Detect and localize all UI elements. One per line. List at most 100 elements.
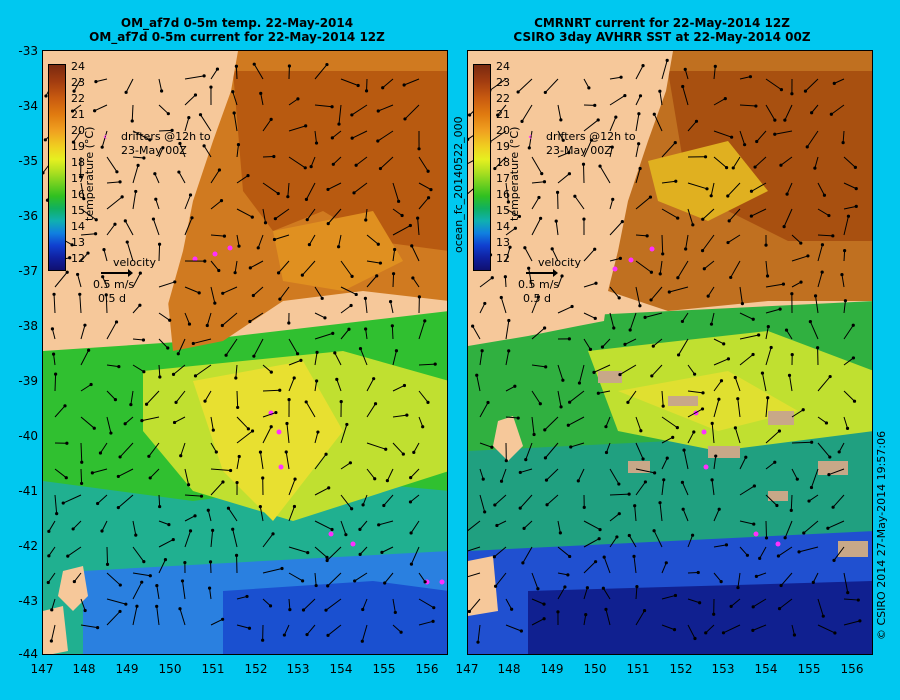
- current-vector: [327, 572, 342, 587]
- current-vector: [283, 624, 290, 636]
- current-vector-head: [382, 503, 386, 508]
- current-vector-head: [171, 537, 175, 542]
- current-vector-head: [307, 243, 312, 247]
- current-vector-head: [134, 533, 138, 537]
- current-vector: [705, 624, 715, 634]
- current-vector: [314, 546, 328, 558]
- current-vector-head: [426, 400, 430, 404]
- current-vector-head: [130, 119, 134, 123]
- current-vector-head: [661, 252, 665, 256]
- current-vector-head: [333, 351, 337, 355]
- current-vector: [338, 104, 342, 125]
- current-vector-head: [193, 514, 197, 518]
- current-vector-head: [100, 145, 104, 149]
- current-vector: [765, 461, 776, 470]
- current-vector-head: [252, 62, 256, 66]
- current-vector-head: [777, 607, 782, 611]
- current-vector: [635, 260, 652, 273]
- current-vector-head: [673, 141, 677, 145]
- current-vector: [602, 338, 611, 348]
- current-vector: [713, 572, 722, 582]
- current-vector: [609, 536, 618, 548]
- current-vector-head: [749, 189, 754, 193]
- current-vector-head: [577, 381, 582, 385]
- current-vector-head: [148, 476, 152, 480]
- current-vector-head: [723, 97, 727, 101]
- current-vector: [599, 165, 611, 184]
- current-vector-head: [70, 109, 75, 113]
- sat-cbar-label-22: 22: [496, 92, 510, 105]
- current-vector: [713, 130, 732, 138]
- current-vector: [606, 442, 611, 453]
- current-vector: [236, 595, 248, 600]
- current-vector: [418, 156, 429, 172]
- current-vector: [494, 156, 507, 169]
- current-vector-head: [681, 507, 685, 511]
- current-vector-head: [272, 237, 277, 242]
- current-vector-head: [236, 143, 241, 147]
- current-vector-head: [180, 579, 185, 583]
- current-vector-head: [843, 248, 847, 253]
- current-vector: [158, 312, 170, 321]
- current-vector-head: [703, 155, 708, 159]
- current-vector: [687, 364, 696, 375]
- current-vector-head: [828, 374, 832, 379]
- current-vector-head: [234, 553, 239, 557]
- current-vector-head: [193, 93, 198, 97]
- current-vector: [124, 220, 134, 236]
- current-vector: [778, 546, 793, 557]
- current-vector-head: [72, 579, 76, 584]
- current-vector-head: [665, 58, 669, 62]
- current-vector: [727, 182, 741, 197]
- current-vector: [713, 156, 727, 169]
- current-vector: [682, 86, 689, 106]
- current-vector-head: [140, 419, 144, 423]
- current-vector: [779, 598, 793, 609]
- current-vector: [635, 196, 651, 210]
- current-vector-head: [142, 156, 146, 160]
- x-tick: 149: [115, 662, 139, 676]
- y-tick: -35: [18, 154, 38, 168]
- current-vector-head: [287, 64, 292, 68]
- current-vector-head: [710, 478, 714, 482]
- current-vector-head: [709, 194, 713, 198]
- current-vector-head: [486, 400, 490, 405]
- current-vector: [124, 416, 134, 425]
- current-vector: [843, 598, 859, 601]
- current-vector-head: [516, 90, 520, 94]
- current-vector-head: [207, 586, 212, 590]
- current-vector: [609, 513, 620, 522]
- current-vector-head: [356, 83, 360, 88]
- current-vector-head: [693, 372, 697, 376]
- current-vector-head: [831, 234, 835, 238]
- current-vector-head: [405, 413, 409, 417]
- current-vector-head: [105, 562, 110, 566]
- current-vector: [184, 217, 193, 236]
- current-vector-head: [258, 505, 262, 509]
- current-vector: [739, 485, 755, 496]
- current-vector-head: [517, 214, 522, 219]
- current-vector: [106, 156, 118, 173]
- current-vector: [210, 442, 217, 453]
- current-vector-head: [197, 291, 201, 295]
- current-vector-head: [499, 295, 503, 300]
- current-vector: [179, 608, 186, 626]
- current-vector-head: [778, 307, 782, 311]
- current-vector-head: [779, 163, 783, 167]
- current-vector-head: [704, 631, 708, 635]
- current-vector: [810, 468, 819, 488]
- current-vector-head: [325, 558, 329, 563]
- sat-cbar-label-13: 13: [496, 236, 510, 249]
- sat-cbar-label-19: 19: [496, 140, 510, 153]
- sat-cbar-label-24: 24: [496, 60, 510, 73]
- current-vector-head: [217, 168, 222, 172]
- current-vector-head: [304, 400, 308, 404]
- current-vector-head: [851, 323, 855, 327]
- current-vector-head: [852, 399, 857, 403]
- sat-velocity-scale: 0.5 m/s: [518, 278, 560, 291]
- current-vector-head: [391, 272, 396, 276]
- current-vector-head: [211, 528, 215, 532]
- y-tick: -40: [18, 429, 38, 443]
- velocity-scale-arrow-icon: [101, 269, 133, 277]
- current-vector-head: [840, 272, 844, 277]
